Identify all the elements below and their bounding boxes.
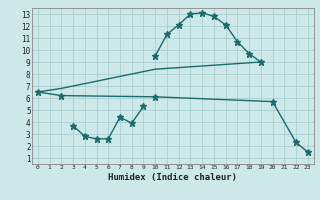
X-axis label: Humidex (Indice chaleur): Humidex (Indice chaleur) — [108, 173, 237, 182]
